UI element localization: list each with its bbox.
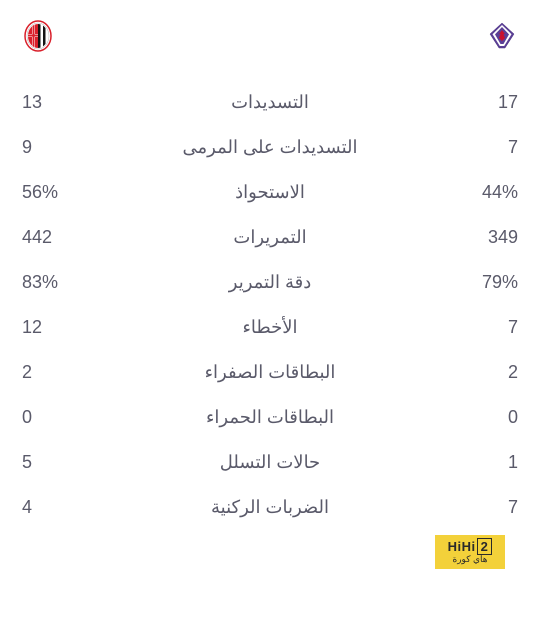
team-right-logo (486, 20, 518, 52)
watermark: HiHi2 هاي كورة (435, 535, 505, 569)
logos-row (22, 20, 518, 52)
stat-left-value: 442 (22, 227, 92, 248)
stat-left-value: 56% (22, 182, 92, 203)
stat-right-value: 0 (448, 407, 518, 428)
stat-left-value: 4 (22, 497, 92, 518)
stat-left-value: 12 (22, 317, 92, 338)
stat-label: حالات التسلل (92, 452, 448, 473)
stat-right-value: 1 (448, 452, 518, 473)
stat-left-value: 2 (22, 362, 92, 383)
watermark-top-b: 2 (477, 538, 493, 555)
stat-right-value: 7 (448, 317, 518, 338)
stat-row: 13 التسديدات 17 (22, 80, 518, 125)
stat-row: 4 الضربات الركنية 7 (22, 485, 518, 530)
stat-label: البطاقات الصفراء (92, 362, 448, 383)
stat-left-value: 83% (22, 272, 92, 293)
stat-label: التمريرات (92, 227, 448, 248)
team-left-logo (22, 20, 54, 52)
stat-label: البطاقات الحمراء (92, 407, 448, 428)
stat-right-value: 7 (448, 137, 518, 158)
stat-row: 9 التسديدات على المرمى 7 (22, 125, 518, 170)
stat-row: 56% الاستحواذ 44% (22, 170, 518, 215)
stat-label: التسديدات على المرمى (92, 137, 448, 158)
stat-right-value: 17 (448, 92, 518, 113)
watermark-top-a: HiHi (448, 539, 476, 554)
watermark-bottom: هاي كورة (452, 554, 487, 565)
stat-row: 12 الأخطاء 7 (22, 305, 518, 350)
stat-right-value: 79% (448, 272, 518, 293)
stat-right-value: 44% (448, 182, 518, 203)
stat-label: الأخطاء (92, 317, 448, 338)
stat-right-value: 2 (448, 362, 518, 383)
stat-left-value: 5 (22, 452, 92, 473)
stat-row: 83% دقة التمرير 79% (22, 260, 518, 305)
stat-row: 5 حالات التسلل 1 (22, 440, 518, 485)
stat-right-value: 7 (448, 497, 518, 518)
stat-left-value: 0 (22, 407, 92, 428)
stats-container: 13 التسديدات 17 9 التسديدات على المرمى 7… (0, 0, 540, 530)
stat-label: الاستحواذ (92, 182, 448, 203)
stat-left-value: 9 (22, 137, 92, 158)
stat-row: 2 البطاقات الصفراء 2 (22, 350, 518, 395)
watermark-top: HiHi2 (448, 539, 493, 554)
stat-label: الضربات الركنية (92, 497, 448, 518)
stat-row: 0 البطاقات الحمراء 0 (22, 395, 518, 440)
stat-label: التسديدات (92, 92, 448, 113)
stat-row: 442 التمريرات 349 (22, 215, 518, 260)
stat-label: دقة التمرير (92, 272, 448, 293)
stat-right-value: 349 (448, 227, 518, 248)
stat-left-value: 13 (22, 92, 92, 113)
